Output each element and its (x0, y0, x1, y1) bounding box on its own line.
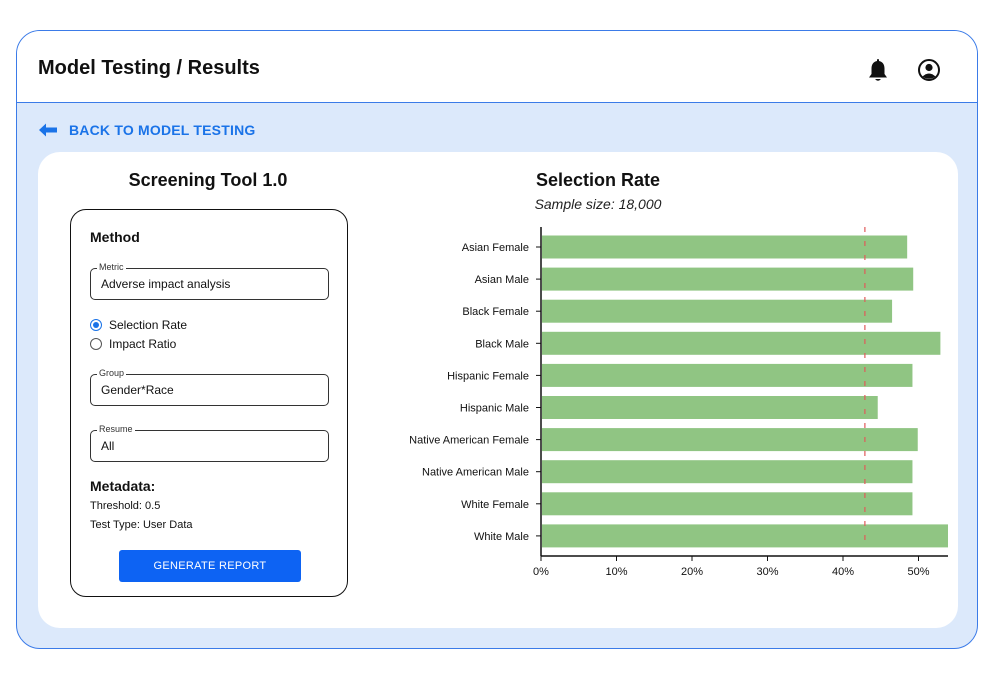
category-label: White Male (474, 531, 529, 543)
x-tick-label: 0% (533, 566, 549, 578)
category-label: Asian Male (475, 274, 529, 286)
app-header: Model Testing / Results (17, 31, 977, 103)
bar-4 (542, 363, 913, 387)
metric-select[interactable]: Metric Adverse impact analysis (90, 262, 329, 300)
resume-select[interactable]: Resume All (90, 424, 329, 462)
category-label: White Female (461, 499, 529, 511)
bar-1 (542, 267, 914, 291)
bar-8 (542, 492, 913, 516)
user-circle-icon[interactable] (917, 58, 941, 82)
tool-title: Screening Tool 1.0 (128, 170, 288, 190)
category-label: Hispanic Male (460, 403, 529, 415)
selection-rate-chart: Asian Female Asian Male Black Female Black … (409, 227, 948, 578)
resume-field-label: Resume (97, 424, 135, 434)
arrow-left-icon (39, 123, 57, 137)
x-tick-label: 20% (681, 566, 703, 578)
chart-subtitle: Sample size: 18,000 (534, 196, 662, 212)
bar-0 (542, 235, 908, 259)
results-card: Screening Tool 1.0 Method Metric Adverse… (38, 152, 958, 628)
x-tick-label: 50% (907, 566, 929, 578)
metadata-threshold: Threshold: 0.5 (90, 500, 161, 512)
bar-3 (542, 331, 941, 355)
x-tick-label: 40% (832, 566, 854, 578)
bar-7 (542, 460, 913, 484)
radio-checked-icon (90, 319, 102, 331)
category-label: Black Female (462, 306, 529, 318)
bar-9 (542, 524, 948, 548)
x-tick-label: 30% (756, 566, 778, 578)
radio-unchecked-icon (90, 338, 102, 350)
selection-rate-radio[interactable]: Selection Rate (90, 317, 187, 333)
bar-2 (542, 299, 893, 323)
category-label: Native American Female (409, 435, 529, 447)
group-field-value: Gender*Race (101, 383, 174, 397)
selection-rate-label: Selection Rate (109, 318, 188, 332)
resume-field-value: All (101, 439, 115, 453)
impact-ratio-label: Impact Ratio (109, 337, 177, 351)
category-label: Black Male (475, 338, 529, 350)
bar-6 (542, 428, 918, 452)
back-link-label: BACK TO MODEL TESTING (69, 122, 256, 138)
category-label: Native American Male (422, 467, 529, 479)
bar-5 (542, 396, 878, 419)
category-label: Hispanic Female (447, 370, 529, 382)
page-title: Model Testing / Results (38, 57, 260, 79)
method-label: Method (90, 229, 140, 245)
app-window: Model Testing / Results BACK TO MODEL TE… (16, 30, 978, 649)
chart-title: Selection Rate (535, 170, 661, 190)
impact-ratio-radio[interactable]: Impact Ratio (90, 336, 176, 352)
back-to-model-testing-link[interactable]: BACK TO MODEL TESTING (39, 119, 255, 141)
metadata-test-type: Test Type: User Data (90, 519, 193, 531)
bell-icon[interactable] (867, 59, 889, 83)
x-tick-label: 10% (605, 566, 627, 578)
metric-field-label: Metric (97, 262, 126, 272)
category-label: Asian Female (462, 242, 529, 254)
method-panel: Method Metric Adverse impact analysis Se… (70, 209, 348, 597)
group-select[interactable]: Group Gender*Race (90, 368, 329, 406)
group-field-label: Group (97, 368, 127, 378)
metadata-title: Metadata: (90, 478, 156, 494)
metric-field-value: Adverse impact analysis (101, 277, 231, 291)
generate-report-button[interactable]: GENERATE REPORT (119, 550, 301, 582)
